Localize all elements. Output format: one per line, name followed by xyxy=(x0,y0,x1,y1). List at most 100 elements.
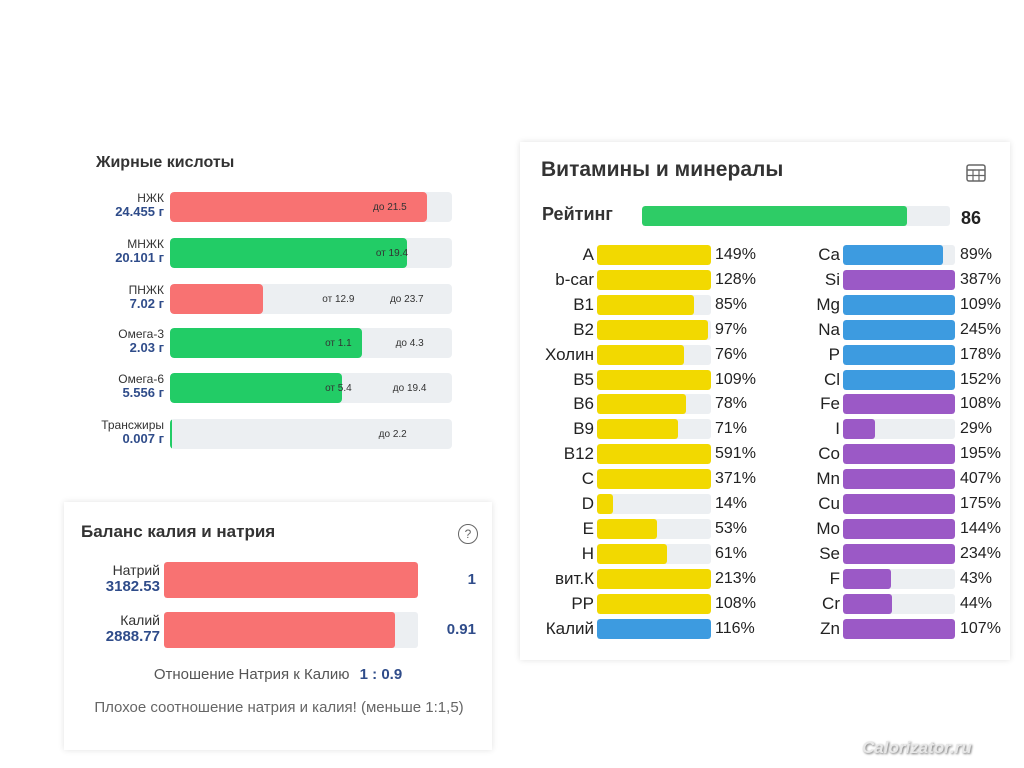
balance-label: Калий xyxy=(120,612,160,628)
nutrient-row: P 178% xyxy=(520,344,1010,366)
nutrient-row: Калий 116% xyxy=(520,618,1010,640)
nutrient-bar xyxy=(843,494,955,514)
nutrient-bar xyxy=(843,593,955,614)
question-circle-icon[interactable]: ? xyxy=(458,524,478,544)
balance-bar xyxy=(164,612,418,648)
fatty-acid-bar-fill xyxy=(170,373,343,403)
fatty-acids-title: Жирные кислоты xyxy=(96,154,235,171)
nutrient-bar-fill xyxy=(843,319,955,340)
ratio-label: Отношение Натрия к Калию xyxy=(153,666,350,683)
nutrient-row: B6 78% xyxy=(520,393,1010,415)
nutrient-percent: 152% xyxy=(960,370,1001,388)
nutrient-name: B1 xyxy=(573,294,594,314)
fatty-acid-bar-fill xyxy=(170,419,172,449)
nutrient-percent: 109% xyxy=(960,295,1001,313)
balance-bar-fill xyxy=(164,612,396,648)
fatty-acid-bar-fill xyxy=(170,192,427,222)
vitamins-title: Витамины и минералы xyxy=(541,158,784,181)
balance-value: 3182.53 xyxy=(105,578,160,595)
nutrient-bar-fill xyxy=(843,469,955,490)
fatty-acid-row: НЖК 24.455 г до 21.5 xyxy=(78,191,470,226)
fatty-acid-value: 24.455 г xyxy=(115,204,164,219)
nutrient-bar-fill xyxy=(843,344,955,365)
fatty-acid-bar: от 12.9 до 23.7 xyxy=(170,284,452,314)
nutrient-name: Zn xyxy=(820,618,840,638)
nutrient-bar-fill xyxy=(843,543,955,564)
nutrient-name: C xyxy=(581,469,594,489)
nutrient-bar xyxy=(843,444,955,465)
nutrient-row: Co 195% xyxy=(520,443,1010,465)
nutrient-row: Si 387% xyxy=(520,269,1010,291)
nutrient-bar xyxy=(843,618,955,639)
nutrient-name: b-car xyxy=(555,269,594,289)
nutrient-bar xyxy=(597,419,711,440)
nutrient-row: C 371% xyxy=(520,468,1010,490)
range-mark-label: до 2.2 xyxy=(378,429,407,440)
fatty-acids-card: Жирные кислоты НЖК 24.455 г до 21.5 МНЖК 20.… xyxy=(78,142,470,462)
nutrient-bar xyxy=(843,543,955,564)
fatty-acid-row: МНЖК 20.101 г от 19.4 xyxy=(78,237,470,272)
nutrient-name: A xyxy=(582,245,594,264)
balance-card: Баланс калия и натрия ? Натрий 3182.53 1 Ка… xyxy=(64,502,492,750)
nutrient-row: Холин 76% xyxy=(520,344,1010,366)
nutrient-bar-fill xyxy=(843,444,955,465)
balance-warning: Плохое соотношение натрия и калия! (мень… xyxy=(94,699,464,716)
nutrient-name: Mg xyxy=(816,294,840,314)
nutrient-row: B9 71% xyxy=(520,418,1010,440)
nutrient-bar xyxy=(597,618,711,639)
nutrient-percent: 245% xyxy=(960,320,1001,338)
nutrient-bar-fill xyxy=(597,618,711,639)
nutrient-bar xyxy=(843,294,955,315)
nutrient-bar-fill xyxy=(843,494,955,514)
nutrient-name: Cr xyxy=(822,593,840,613)
balance-bar-fill xyxy=(164,562,418,598)
fatty-acid-bar: от 5.4 до 19.4 xyxy=(170,373,452,403)
ratio-line: Отношение Натрия к Калию 1 : 0.9 xyxy=(64,666,492,683)
nutrient-bar xyxy=(843,344,955,365)
nutrient-bar-fill xyxy=(843,369,955,390)
nutrient-bar xyxy=(597,394,711,415)
range-mark-label: от 12.9 xyxy=(322,294,355,305)
fatty-acid-row: Омега-3 2.03 г от 1.1 до 4.3 xyxy=(78,327,470,362)
balance-row: Натрий 3182.53 1 xyxy=(64,562,492,602)
nutrient-name: B12 xyxy=(563,444,594,464)
range-mark-label: до 19.4 xyxy=(392,383,427,394)
nutrient-row: D 14% xyxy=(520,493,1010,515)
nutrient-bar xyxy=(843,518,955,539)
nutrient-bar xyxy=(597,444,711,465)
nutrient-name: B6 xyxy=(573,394,594,414)
fatty-acid-value: 0.007 г xyxy=(122,431,164,446)
nutrient-row: B5 109% xyxy=(520,369,1010,391)
nutrient-percent: 407% xyxy=(960,470,1001,488)
nutrient-bar-fill xyxy=(843,294,955,315)
fatty-acid-bar: до 21.5 xyxy=(170,192,452,222)
nutrient-row: H 61% xyxy=(520,543,1010,565)
nutrient-percent: 76% xyxy=(715,345,748,363)
rating-label: Рейтинг xyxy=(542,204,613,224)
nutrient-percent: 108% xyxy=(960,395,1001,413)
nutrient-name: Калий xyxy=(545,618,594,638)
nutrient-bar-fill xyxy=(597,344,684,365)
nutrient-bar xyxy=(843,369,955,390)
nutrient-name: Si xyxy=(824,269,840,289)
nutrient-percent: 116% xyxy=(715,619,755,637)
table-grid-icon[interactable] xyxy=(966,164,986,182)
ratio-value: 1 : 0.9 xyxy=(359,666,403,683)
nutrient-bar xyxy=(843,394,955,415)
nutrient-bar xyxy=(843,568,955,589)
fatty-acid-bar-fill xyxy=(170,328,362,358)
nutrient-bar xyxy=(597,543,711,564)
range-mark-label: до 4.3 xyxy=(395,338,424,349)
nutrient-name: Na xyxy=(818,319,840,339)
nutrient-bar-fill xyxy=(843,394,955,415)
fatty-acid-label: ПНЖК xyxy=(128,283,164,297)
nutrient-bar xyxy=(597,269,711,290)
nutrient-percent: 44% xyxy=(960,594,993,612)
fatty-acid-bar-fill xyxy=(170,284,264,314)
nutrient-percent: 371% xyxy=(715,470,756,488)
nutrient-bar xyxy=(597,494,711,514)
nutrient-row: I 29% xyxy=(520,418,1010,440)
nutrient-bar-fill xyxy=(843,245,943,265)
nutrient-name: P xyxy=(828,344,840,364)
nutrient-bar-fill xyxy=(597,419,678,440)
